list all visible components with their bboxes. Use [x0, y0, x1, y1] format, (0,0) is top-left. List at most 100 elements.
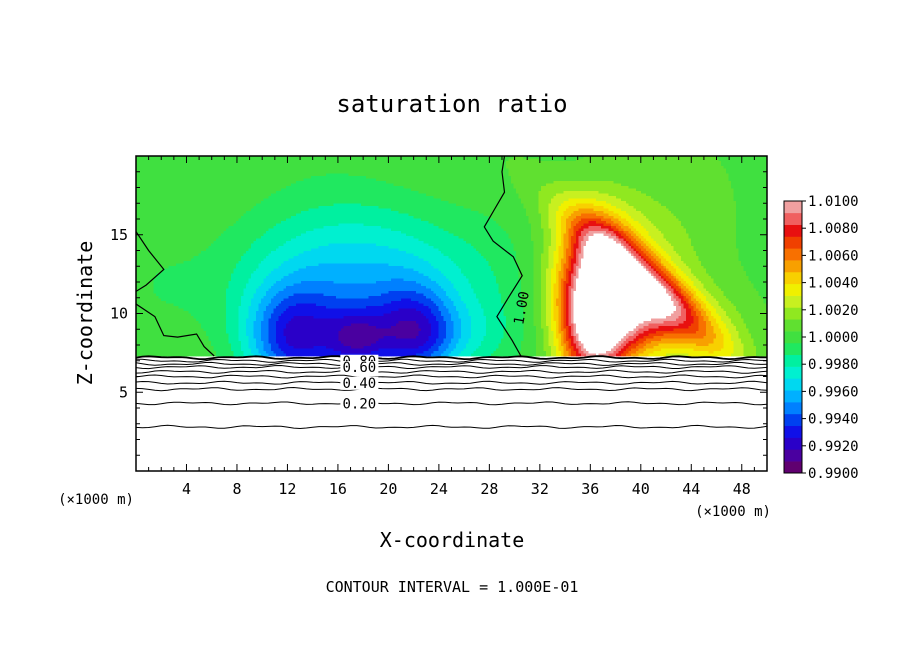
field-cell [656, 181, 659, 184]
field-cell [186, 173, 189, 177]
field-cell [141, 196, 144, 199]
field-cell [568, 181, 572, 184]
field-cell [616, 171, 619, 174]
field-cell [656, 178, 659, 182]
field-cell [578, 201, 582, 204]
field-cell [213, 201, 217, 204]
field-cell [736, 171, 739, 174]
field-cell [431, 161, 434, 164]
field-cell [506, 186, 509, 189]
field-cell [283, 181, 287, 184]
field-cell [633, 201, 637, 204]
field-cell [458, 188, 462, 192]
field-cell [241, 183, 244, 187]
field-cell [478, 176, 482, 179]
field-cell [468, 158, 472, 162]
field-cell [671, 173, 674, 177]
field-cell [363, 201, 367, 204]
field-cell [513, 193, 517, 197]
field-cell [308, 163, 312, 167]
field-cell [658, 173, 662, 177]
field-cell [373, 203, 377, 207]
field-cell [726, 171, 729, 174]
field-cell [741, 181, 744, 184]
field-cell [363, 161, 367, 164]
field-cell [646, 158, 649, 162]
field-cell [463, 156, 467, 159]
field-cell [246, 198, 249, 202]
field-cell [361, 203, 364, 207]
field-cell [361, 193, 364, 197]
field-cell [581, 188, 584, 192]
field-cell [276, 186, 279, 189]
field-cell [156, 158, 159, 162]
field-cell [583, 156, 587, 159]
field-cell [648, 178, 652, 182]
field-cell [471, 163, 474, 167]
field-cell [626, 156, 629, 159]
field-cell [608, 183, 612, 187]
field-cell [421, 191, 424, 194]
field-cell [271, 158, 274, 162]
field-cell [503, 186, 507, 189]
field-cell [486, 171, 489, 174]
field-cell [488, 158, 492, 162]
field-cell [336, 193, 339, 197]
field-cell [196, 163, 199, 167]
field-cell [346, 168, 349, 172]
field-cell [136, 163, 139, 167]
field-cell [313, 158, 317, 162]
field-cell [516, 158, 519, 162]
field-cell [556, 191, 559, 194]
field-cell [613, 196, 617, 199]
field-cell [576, 161, 579, 164]
field-cell [576, 198, 579, 202]
field-cell [513, 191, 517, 194]
field-cell [218, 196, 222, 199]
field-cell [306, 203, 309, 207]
field-cell [591, 161, 594, 164]
field-cell [466, 171, 469, 174]
field-cell [546, 186, 549, 189]
field-cell [356, 198, 359, 202]
field-cell [376, 188, 379, 192]
field-cell [218, 163, 222, 167]
field-cell [478, 158, 482, 162]
field-cell [313, 161, 317, 164]
field-cell [746, 161, 749, 164]
field-cell [371, 171, 374, 174]
field-cell [303, 156, 307, 159]
field-cell [756, 163, 759, 167]
field-cell [473, 183, 477, 187]
field-cell [323, 178, 327, 182]
field-cell [403, 186, 407, 189]
field-cell [183, 176, 187, 179]
field-cell [371, 196, 374, 199]
field-cell [193, 188, 197, 192]
field-cell [576, 178, 579, 182]
field-cell [363, 178, 367, 182]
field-cell [393, 186, 397, 189]
field-cell [158, 183, 162, 187]
field-cell [593, 178, 597, 182]
field-cell [651, 201, 654, 204]
field-cell [436, 161, 439, 164]
field-cell [418, 186, 422, 189]
field-cell [468, 201, 472, 204]
field-cell [243, 181, 247, 184]
field-cell [418, 196, 422, 199]
field-cell [658, 193, 662, 197]
field-cell [241, 158, 244, 162]
field-cell [326, 203, 329, 207]
field-cell [611, 188, 614, 192]
field-cell [426, 163, 429, 167]
field-cell [368, 193, 372, 197]
field-cell [556, 203, 559, 207]
field-cell [473, 198, 477, 202]
field-cell [541, 201, 544, 204]
field-cell [411, 168, 414, 172]
field-cell [253, 158, 257, 162]
field-cell [761, 166, 764, 169]
field-cell [363, 171, 367, 174]
field-cell [493, 161, 497, 164]
